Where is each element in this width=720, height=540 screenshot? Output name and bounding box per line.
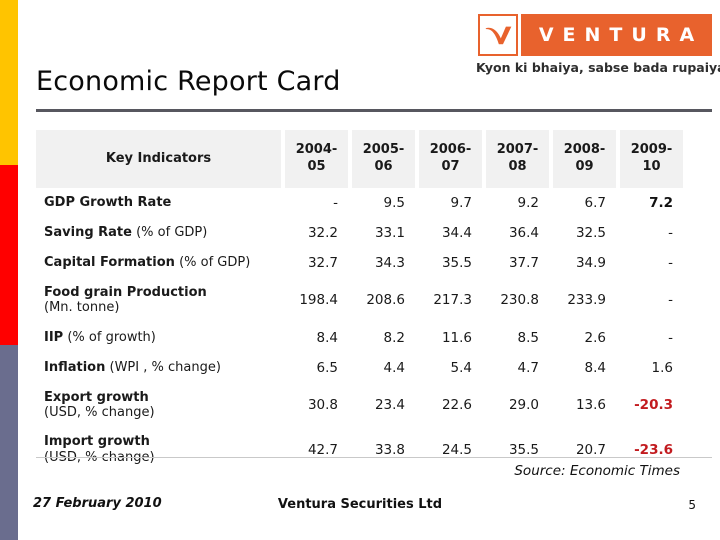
value-cell: 4.7 (517, 359, 539, 376)
page-title: Economic Report Card (36, 66, 341, 97)
value-cell: 32.2 (307, 225, 338, 241)
value-cell: 8.5 (517, 329, 539, 346)
value-cell: 33.8 (374, 441, 405, 458)
indicator-label: Food grain Production (Mn. tonne) (44, 285, 207, 316)
value-cell: 230.8 (500, 292, 539, 309)
value-cell: 11.6 (441, 329, 472, 346)
left-accent-bar-yellow (0, 0, 18, 165)
value-cell: 35.5 (441, 255, 472, 271)
value-cell: - (333, 195, 338, 211)
column-header-2007-08: 2007-08 (486, 130, 549, 188)
value-cell: 8.4 (316, 329, 338, 346)
indicators-table: Key Indicators 2004-05 2005-06 2006-07 2… (36, 130, 683, 472)
ventura-v-icon (483, 20, 513, 50)
value-cell: 34.9 (575, 255, 606, 271)
brand-name: VENTURA (538, 24, 704, 46)
value-cell: - (668, 329, 673, 346)
left-accent-bar-red (0, 165, 18, 345)
value-cell: 8.4 (584, 359, 606, 376)
value-cell: - (668, 255, 673, 271)
ventura-logo-wordmark: VENTURA (521, 14, 712, 56)
value-cell: 4.4 (383, 359, 405, 376)
footer-date: 27 February 2010 (33, 496, 162, 511)
value-cell: 13.6 (575, 396, 606, 413)
value-cell: 29.0 (508, 396, 539, 413)
value-cell: 233.9 (567, 292, 606, 309)
value-cell: 22.6 (441, 396, 472, 413)
value-cell: 23.4 (374, 396, 405, 413)
value-cell: 37.7 (508, 255, 539, 271)
column-header-2005-06: 2005-06 (352, 130, 415, 188)
footer-page-number: 5 (688, 498, 696, 512)
value-cell: 24.5 (441, 441, 472, 458)
value-cell: 2.6 (584, 329, 606, 346)
table-bottom-divider (36, 457, 712, 458)
brand-tagline: Kyon ki bhaiya, sabse bada rupaiya. (476, 60, 720, 75)
value-cell-negative: -20.3 (634, 396, 673, 413)
indicator-label: Saving Rate (% of GDP) (44, 225, 208, 241)
column-header-2008-09: 2008-09 (553, 130, 616, 188)
source-note: Source: Economic Times (514, 463, 680, 479)
indicator-label: IIP (% of growth) (44, 329, 156, 345)
column-header-2009-10: 2009-10 (620, 130, 683, 188)
value-cell: 198.4 (299, 292, 338, 309)
value-cell: 5.4 (450, 359, 472, 376)
ventura-logo-emblem (478, 14, 518, 56)
footer-company: Ventura Securities Ltd (277, 497, 443, 512)
value-cell: 6.7 (584, 195, 606, 211)
value-cell: 42.7 (307, 441, 338, 458)
value-cell: 34.3 (374, 255, 405, 271)
value-cell: 9.5 (383, 195, 405, 211)
value-cell: 32.7 (307, 255, 338, 271)
value-cell: 35.5 (508, 441, 539, 458)
value-cell: 217.3 (433, 292, 472, 309)
value-cell-highlight: 7.2 (649, 195, 673, 211)
indicator-label: Capital Formation (% of GDP) (44, 255, 251, 271)
indicator-label: Inflation (WPI , % change) (44, 359, 221, 375)
value-cell: 34.4 (441, 225, 472, 241)
column-header-2006-07: 2006-07 (419, 130, 482, 188)
value-cell: 8.2 (383, 329, 405, 346)
value-cell: 9.7 (450, 195, 472, 211)
value-cell: 30.8 (307, 396, 338, 413)
indicator-label: Export growth (USD, % change) (44, 389, 155, 420)
value-cell: 33.1 (374, 225, 405, 241)
value-cell: 208.6 (366, 292, 405, 309)
column-header-key-indicators: Key Indicators (36, 130, 281, 188)
column-header-2004-05: 2004-05 (285, 130, 348, 188)
title-underline (36, 109, 712, 112)
value-cell: 9.2 (517, 195, 539, 211)
left-accent-bar-slate (0, 345, 18, 540)
indicator-label: GDP Growth Rate (44, 195, 172, 211)
value-cell: 20.7 (575, 441, 606, 458)
value-cell: 6.5 (316, 359, 338, 376)
value-cell: 1.6 (651, 359, 673, 376)
value-cell: - (668, 225, 673, 241)
value-cell: 32.5 (575, 225, 606, 241)
value-cell: 36.4 (508, 225, 539, 241)
value-cell-negative: -23.6 (634, 441, 673, 458)
value-cell: - (668, 292, 673, 309)
